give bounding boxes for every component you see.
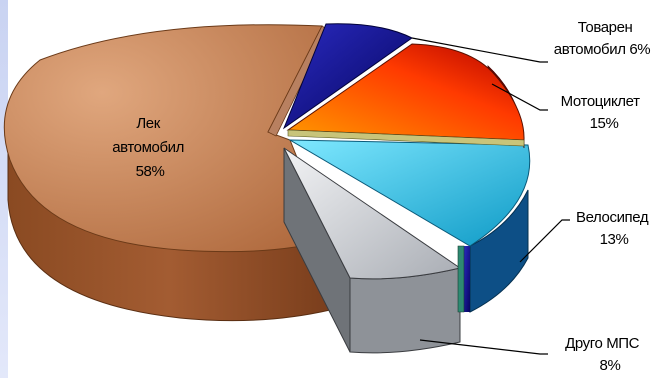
label-lek-avtomobil: Лек автомобил 58% <box>112 115 188 180</box>
slice-lek-avtomobil <box>3 24 331 322</box>
slice-velosiped <box>288 139 531 313</box>
slice-thin-olive <box>287 129 525 147</box>
label-lek-line1: Лек <box>136 115 160 132</box>
label-drugo-mps: Друго МПС 8% <box>565 335 643 374</box>
label-tovaren: Товарен автомобил 6% <box>554 19 651 58</box>
slice-drugo-mps <box>283 147 462 354</box>
leader-motociklet <box>491 83 548 111</box>
leader-tovaren <box>411 37 548 63</box>
label-velosiped-line1: Велосипед <box>576 209 649 226</box>
label-velosiped-line2: 13% <box>600 231 629 248</box>
slice-thin-green <box>457 245 465 313</box>
label-drugo-line2: 8% <box>600 357 621 374</box>
leader-drugo <box>419 339 548 355</box>
slice-motociklet <box>286 43 525 149</box>
slice-velosiped-edge <box>464 246 470 312</box>
slice-drugo-top <box>283 147 462 280</box>
left-edge-strip <box>0 0 8 378</box>
label-motociklet-line1: Мотоциклет <box>561 93 640 110</box>
label-lek-line3: 58% <box>136 163 165 180</box>
label-tovaren-line2: автомобил 6% <box>554 41 651 58</box>
label-lek-line2: автомобил <box>112 139 184 156</box>
leader-velosiped <box>519 219 570 263</box>
slice-velosiped-top <box>288 139 531 247</box>
slice-tovaren-top <box>282 23 413 130</box>
slice-tovaren-avtomobil <box>282 23 413 130</box>
slice-drugo-side-front <box>349 267 461 354</box>
label-motociklet: Мотоциклет 15% <box>561 93 644 132</box>
leader-lines <box>411 37 570 355</box>
label-motociklet-line2: 15% <box>590 115 619 132</box>
slice-velosiped-side <box>469 189 529 313</box>
slice-motociklet-top <box>286 43 525 141</box>
label-tovaren-line1: Товарен <box>578 19 633 36</box>
label-drugo-line1: Друго МПС <box>565 335 640 352</box>
label-velosiped: Велосипед 13% <box>576 209 652 248</box>
slice-lek-top <box>3 24 331 253</box>
